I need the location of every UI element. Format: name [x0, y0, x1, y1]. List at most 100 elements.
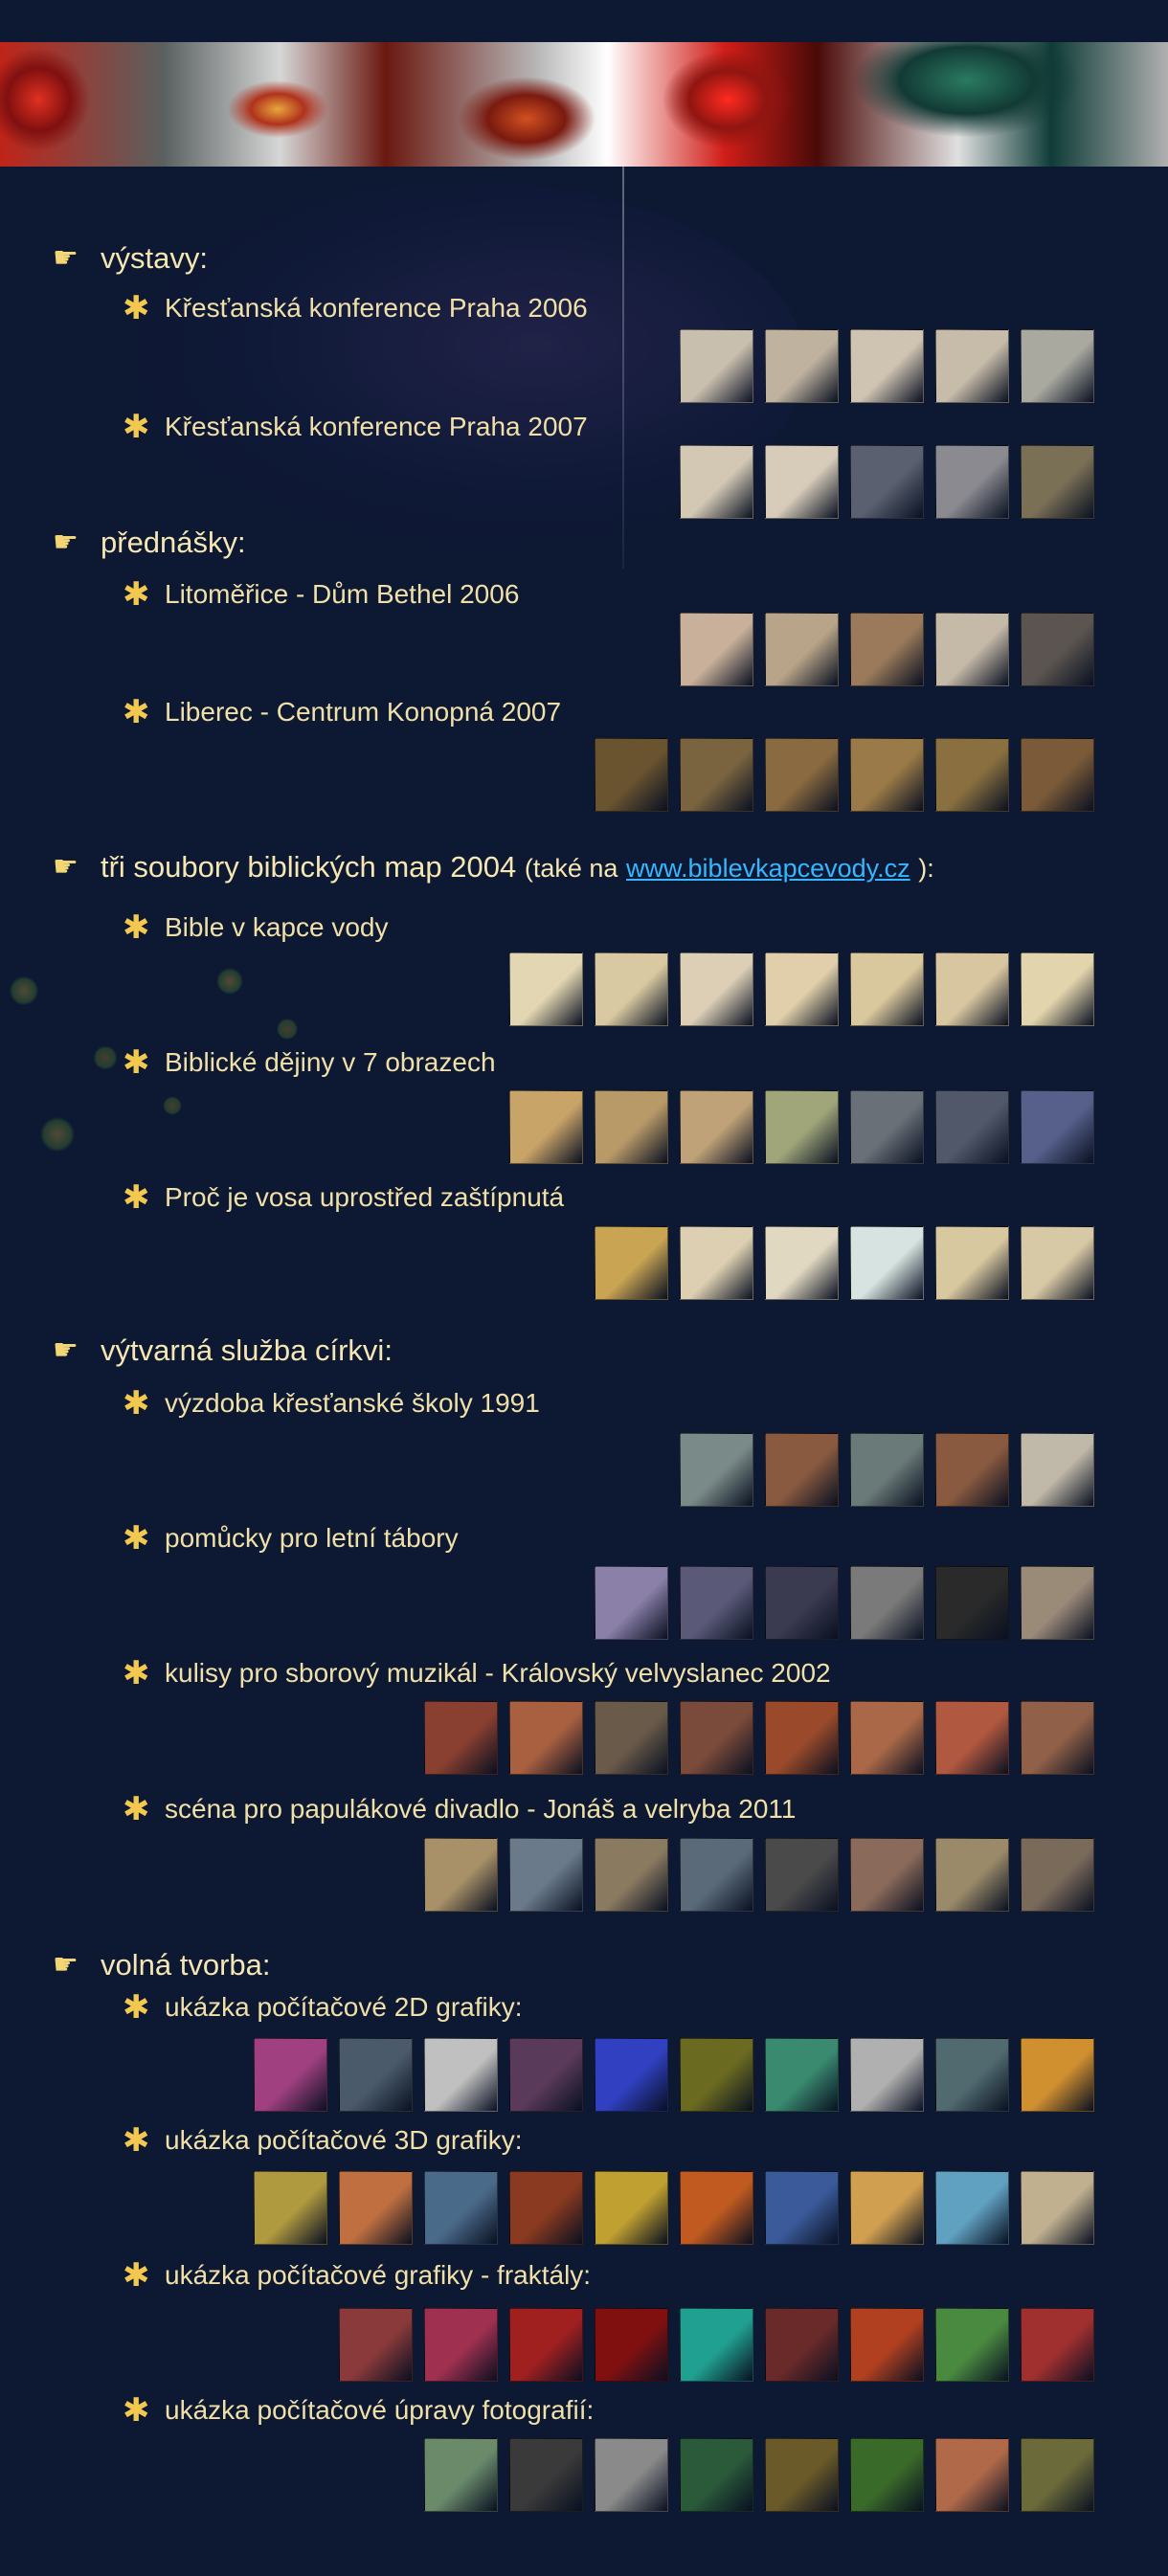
thumbnail-image[interactable]	[765, 2038, 839, 2112]
biblevkapcevody-link[interactable]: www.biblevkapcevody.cz	[626, 854, 910, 883]
thumbnail-image[interactable]	[765, 1090, 839, 1164]
thumbnail-image[interactable]	[1021, 738, 1094, 812]
thumbnail-image[interactable]	[1021, 952, 1094, 1026]
thumbnail-image[interactable]	[850, 2438, 924, 2512]
thumbnail-image[interactable]	[424, 2038, 498, 2112]
thumbnail-image[interactable]	[680, 613, 753, 686]
thumbnail-image[interactable]	[1021, 1090, 1094, 1164]
thumbnail-image[interactable]	[680, 952, 753, 1026]
thumbnail-image[interactable]	[680, 2038, 753, 2112]
thumbnail-image[interactable]	[509, 2438, 583, 2512]
thumbnail-image[interactable]	[850, 445, 924, 519]
thumbnail-image[interactable]	[765, 1226, 839, 1300]
thumbnail-image[interactable]	[1021, 2171, 1094, 2245]
thumbnail-image[interactable]	[339, 2038, 413, 2112]
thumbnail-image[interactable]	[850, 2038, 924, 2112]
thumbnail-image[interactable]	[424, 2308, 498, 2382]
thumbnail-image[interactable]	[680, 1838, 753, 1912]
thumbnail-image[interactable]	[680, 1566, 753, 1640]
thumbnail-image[interactable]	[765, 445, 839, 519]
thumbnail-image[interactable]	[509, 2308, 583, 2382]
thumbnail-image[interactable]	[595, 1838, 668, 1912]
thumbnail-image[interactable]	[765, 2171, 839, 2245]
thumbnail-image[interactable]	[1021, 1433, 1094, 1507]
thumbnail-image[interactable]	[850, 329, 924, 403]
thumbnail-image[interactable]	[595, 2171, 668, 2245]
thumbnail-image[interactable]	[850, 2171, 924, 2245]
thumbnail-image[interactable]	[595, 2038, 668, 2112]
thumbnail-image[interactable]	[850, 1838, 924, 1912]
thumbnail-image[interactable]	[850, 1701, 924, 1775]
thumbnail-image[interactable]	[765, 1701, 839, 1775]
thumbnail-image[interactable]	[339, 2171, 413, 2245]
thumbnail-image[interactable]	[509, 952, 583, 1026]
thumbnail-image[interactable]	[424, 2171, 498, 2245]
thumbnail-image[interactable]	[424, 2438, 498, 2512]
thumbnail-image[interactable]	[680, 738, 753, 812]
thumbnail-image[interactable]	[935, 2038, 1009, 2112]
thumbnail-image[interactable]	[765, 2308, 839, 2382]
thumbnail-image[interactable]	[680, 1226, 753, 1300]
thumbnail-image[interactable]	[680, 2171, 753, 2245]
thumbnail-image[interactable]	[1021, 2038, 1094, 2112]
thumbnail-image[interactable]	[509, 2038, 583, 2112]
thumbnail-image[interactable]	[595, 1566, 668, 1640]
thumbnail-image[interactable]	[424, 1701, 498, 1775]
thumbnail-image[interactable]	[680, 2308, 753, 2382]
thumbnail-image[interactable]	[765, 2438, 839, 2512]
thumbnail-image[interactable]	[1021, 1566, 1094, 1640]
thumbnail-image[interactable]	[850, 613, 924, 686]
thumbnail-image[interactable]	[765, 1566, 839, 1640]
thumbnail-image[interactable]	[595, 952, 668, 1026]
thumbnail-image[interactable]	[935, 2171, 1009, 2245]
thumbnail-image[interactable]	[509, 1701, 583, 1775]
thumbnail-image[interactable]	[1021, 1226, 1094, 1300]
thumbnail-image[interactable]	[765, 613, 839, 686]
thumbnail-image[interactable]	[424, 1838, 498, 1912]
thumbnail-image[interactable]	[680, 1701, 753, 1775]
thumbnail-image[interactable]	[850, 1433, 924, 1507]
thumbnail-image[interactable]	[765, 952, 839, 1026]
thumbnail-image[interactable]	[1021, 1701, 1094, 1775]
thumbnail-image[interactable]	[595, 2438, 668, 2512]
thumbnail-image[interactable]	[1021, 2308, 1094, 2382]
thumbnail-image[interactable]	[1021, 613, 1094, 686]
thumbnail-image[interactable]	[1021, 1838, 1094, 1912]
thumbnail-image[interactable]	[254, 2038, 327, 2112]
thumbnail-image[interactable]	[680, 445, 753, 519]
thumbnail-image[interactable]	[765, 329, 839, 403]
thumbnail-image[interactable]	[935, 1701, 1009, 1775]
thumbnail-image[interactable]	[850, 2308, 924, 2382]
thumbnail-image[interactable]	[765, 1838, 839, 1912]
thumbnail-image[interactable]	[935, 1090, 1009, 1164]
thumbnail-image[interactable]	[339, 2308, 413, 2382]
thumbnail-image[interactable]	[765, 738, 839, 812]
thumbnail-image[interactable]	[935, 2308, 1009, 2382]
thumbnail-image[interactable]	[1021, 445, 1094, 519]
thumbnail-image[interactable]	[680, 1090, 753, 1164]
thumbnail-image[interactable]	[935, 1226, 1009, 1300]
thumbnail-image[interactable]	[509, 1838, 583, 1912]
thumbnail-image[interactable]	[595, 738, 668, 812]
thumbnail-image[interactable]	[850, 1566, 924, 1640]
thumbnail-image[interactable]	[509, 2171, 583, 2245]
thumbnail-image[interactable]	[680, 1433, 753, 1507]
thumbnail-image[interactable]	[1021, 329, 1094, 403]
thumbnail-image[interactable]	[680, 2438, 753, 2512]
thumbnail-image[interactable]	[935, 2438, 1009, 2512]
thumbnail-image[interactable]	[765, 1433, 839, 1507]
thumbnail-image[interactable]	[509, 1090, 583, 1164]
thumbnail-image[interactable]	[254, 2171, 327, 2245]
thumbnail-image[interactable]	[595, 2308, 668, 2382]
thumbnail-image[interactable]	[850, 738, 924, 812]
thumbnail-image[interactable]	[935, 952, 1009, 1026]
thumbnail-image[interactable]	[850, 952, 924, 1026]
thumbnail-image[interactable]	[935, 1838, 1009, 1912]
thumbnail-image[interactable]	[850, 1226, 924, 1300]
thumbnail-image[interactable]	[1021, 2438, 1094, 2512]
thumbnail-image[interactable]	[935, 1433, 1009, 1507]
thumbnail-image[interactable]	[935, 738, 1009, 812]
thumbnail-image[interactable]	[595, 1090, 668, 1164]
thumbnail-image[interactable]	[935, 445, 1009, 519]
thumbnail-image[interactable]	[595, 1701, 668, 1775]
